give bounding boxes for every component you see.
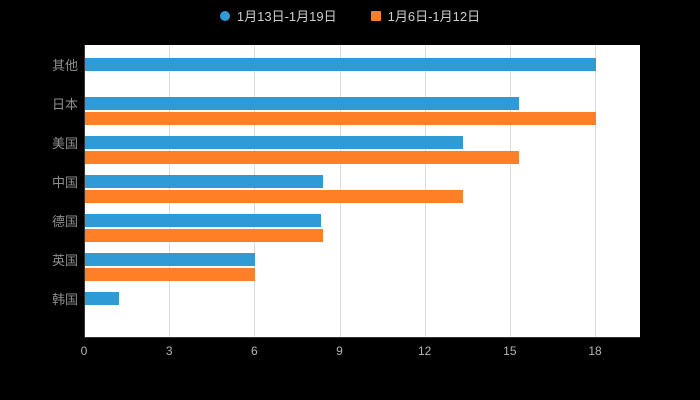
bar-previous-week[interactable] — [85, 229, 323, 242]
gridline — [595, 45, 596, 337]
bar-current-week[interactable] — [85, 175, 323, 188]
x-axis-tick-label: 12 — [417, 344, 432, 358]
legend-label: 1月13日-1月19日 — [236, 9, 337, 24]
y-axis-label: 美国 — [51, 136, 78, 151]
x-axis-tick-label: 18 — [588, 344, 602, 358]
legend-item-week-jan6-12[interactable]: 1月6日-1月12日 — [370, 6, 481, 25]
legend-label: 1月6日-1月12日 — [387, 9, 481, 24]
x-axis-tick-label: 6 — [250, 344, 258, 358]
y-axis-label: 韩国 — [51, 292, 78, 307]
bar-previous-week[interactable] — [85, 112, 596, 125]
legend-marker-square-icon — [370, 10, 381, 21]
bar-previous-week[interactable] — [85, 151, 519, 164]
bar-previous-week[interactable] — [85, 190, 463, 203]
bar-current-week[interactable] — [85, 292, 119, 305]
y-axis-label: 中国 — [51, 175, 78, 190]
bar-current-week[interactable] — [85, 136, 463, 149]
y-axis-label: 英国 — [51, 253, 78, 268]
x-axis-tick-label: 15 — [503, 344, 517, 358]
legend-marker-circle-icon — [219, 10, 230, 21]
x-axis-tick-label: 0 — [80, 344, 88, 358]
bar-current-week[interactable] — [85, 58, 596, 71]
plot-area — [84, 45, 640, 338]
y-axis-label: 日本 — [51, 97, 78, 112]
legend: 1月13日-1月19日 1月6日-1月12日 — [0, 6, 700, 25]
gridline — [509, 45, 511, 337]
y-axis-label: 其他 — [51, 58, 78, 73]
bar-current-week[interactable] — [85, 97, 519, 110]
x-axis-tick-label: 9 — [336, 344, 343, 358]
bar-previous-week[interactable] — [85, 268, 255, 281]
bar-current-week[interactable] — [85, 253, 255, 266]
y-axis-label: 德国 — [51, 214, 78, 229]
bar-current-week[interactable] — [85, 214, 321, 227]
x-axis-tick-label: 3 — [165, 344, 173, 358]
legend-item-week-jan13-19[interactable]: 1月13日-1月19日 — [219, 6, 337, 25]
